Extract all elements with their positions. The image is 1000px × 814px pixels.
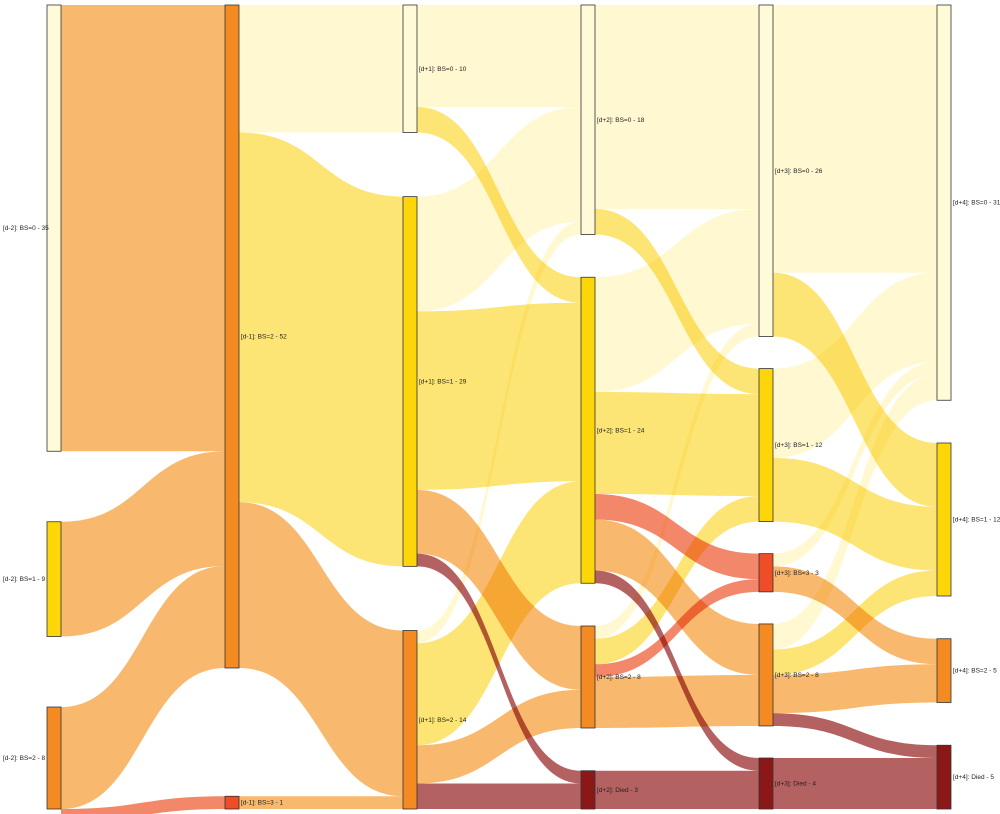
flow-d1-e2 <box>595 519 759 675</box>
node-label-f1: [d+4]: BS=1 - 12 <box>953 517 1000 524</box>
nodes-layer <box>46 4 952 810</box>
node-label-a1: [d-2]: BS=1 - 9 <box>3 576 45 583</box>
node-e1[interactable] <box>758 368 774 522</box>
flow-e0-f0 <box>773 5 937 273</box>
node-e3[interactable] <box>758 553 774 593</box>
node-c0[interactable] <box>402 4 418 133</box>
flow-e2-f2 <box>773 664 937 714</box>
flow-b2-c1 <box>239 132 403 567</box>
node-label-e4: [d+3]: Died - 4 <box>775 781 816 788</box>
node-b3[interactable] <box>224 795 240 810</box>
flow-c2-d4 <box>417 783 581 809</box>
flow-d1-e3 <box>595 494 759 580</box>
flow-c2-d1 <box>417 481 581 746</box>
node-label-c0: [d+1]: BS=0 - 10 <box>419 66 467 73</box>
node-label-a2: [d-2]: BS=2 - 8 <box>3 755 45 762</box>
node-a2[interactable] <box>46 706 62 810</box>
flow-e4-f4 <box>773 758 937 809</box>
node-label-a0: [d-2]: BS=0 - 35 <box>3 225 49 232</box>
flow-a0-b2 <box>61 5 225 452</box>
node-label-d2: [d+2]: BS=2 - 8 <box>597 674 641 681</box>
flow-d2-e1 <box>595 496 759 665</box>
flow-a2-b3 <box>61 796 225 814</box>
node-label-e2: [d+3]: BS=2 - 8 <box>775 672 819 679</box>
node-d0[interactable] <box>580 4 596 235</box>
labels-layer: [d-2]: BS=0 - 35 [d-2]: BS=1 - 9 [d-2]: BS… <box>3 66 1000 807</box>
flow-a1-b2 <box>61 451 225 637</box>
node-label-f2: [d+4]: BS=2 - 5 <box>953 668 997 675</box>
node-e4[interactable] <box>758 757 774 810</box>
flow-d4-e4 <box>595 770 759 809</box>
flow-e2-f4 <box>773 713 937 758</box>
flow-d0-e0 <box>595 5 759 209</box>
flow-d2-e2 <box>595 674 759 728</box>
flow-e2-f0 <box>773 374 937 650</box>
flow-c1-d4 <box>417 553 581 784</box>
node-f2[interactable] <box>936 638 952 703</box>
flow-c2-d2 <box>417 689 581 784</box>
flow-d1-e1 <box>595 392 759 497</box>
node-label-c2: [d+1]: BS=2 - 14 <box>419 717 467 724</box>
node-label-b3: [d-1]: BS=3 - 1 <box>241 800 283 807</box>
flow-e1-f0 <box>773 272 937 458</box>
node-label-f0: [d+4]: BS=0 - 31 <box>953 200 1000 207</box>
node-c1[interactable] <box>402 196 418 567</box>
node-c2[interactable] <box>402 630 418 810</box>
links-layer <box>61 5 937 814</box>
node-e0[interactable] <box>758 4 774 337</box>
node-label-d1: [d+2]: BS=1 - 24 <box>597 427 645 434</box>
node-d4[interactable] <box>580 770 596 810</box>
flow-d2-e3 <box>595 579 759 677</box>
node-label-b2: [d-1]: BS=2 - 52 <box>241 334 287 341</box>
node-label-e1: [d+3]: BS=1 - 12 <box>775 442 823 449</box>
node-label-e3: [d+3]: BS=3 - 3 <box>775 570 819 577</box>
flow-e3-f0 <box>773 362 937 567</box>
node-a1[interactable] <box>46 521 62 637</box>
node-d1[interactable] <box>580 276 596 584</box>
flow-c2-d0 <box>417 221 581 644</box>
node-f1[interactable] <box>936 442 952 597</box>
node-label-e0: [d+3]: BS=0 - 26 <box>775 168 823 175</box>
node-f4[interactable] <box>936 744 952 810</box>
flow-b2-c2 <box>239 502 403 797</box>
flow-b2-c0 <box>239 5 403 133</box>
node-label-d0: [d+2]: BS=0 - 18 <box>597 117 645 124</box>
node-e2[interactable] <box>758 623 774 727</box>
flow-c0-d0 <box>417 5 581 107</box>
flow-c1-d0 <box>417 107 581 312</box>
node-a0[interactable] <box>46 4 62 452</box>
node-b2[interactable] <box>224 4 240 669</box>
flow-c1-d1 <box>417 302 581 490</box>
flow-d1-e0 <box>595 209 759 392</box>
flow-a2-b2 <box>61 566 225 809</box>
flow-e2-f1 <box>773 570 937 675</box>
node-label-c1: [d+1]: BS=1 - 29 <box>419 379 467 386</box>
flow-b3-c2 <box>239 796 403 809</box>
node-d2[interactable] <box>580 625 596 729</box>
flow-d1-e4 <box>595 570 759 771</box>
node-label-d4: [d+2]: Died - 3 <box>597 787 638 794</box>
node-label-f4: [d+4]: Died - 5 <box>953 774 994 781</box>
flow-d2-e0 <box>595 323 759 639</box>
node-f0[interactable] <box>936 4 952 401</box>
